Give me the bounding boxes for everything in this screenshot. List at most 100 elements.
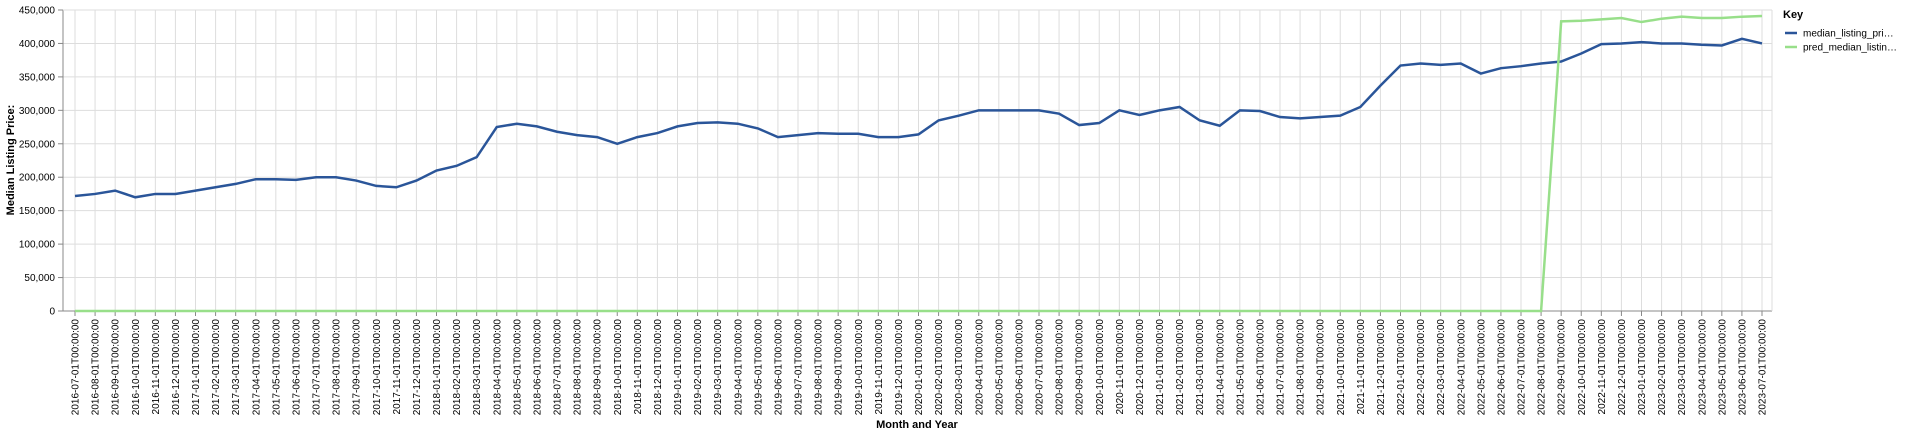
x-tick-label: 2020-05-01T00:00:00 xyxy=(994,319,1005,416)
x-tick-label: 2021-06-01T00:00:00 xyxy=(1255,319,1266,416)
x-tick-label: 2017-11-01T00:00:00 xyxy=(392,319,403,415)
x-tick-label: 2017-10-01T00:00:00 xyxy=(372,319,383,416)
x-tick-label: 2021-02-01T00:00:00 xyxy=(1175,319,1186,416)
y-tick-label: 300,000 xyxy=(19,106,56,117)
x-tick-label: 2020-08-01T00:00:00 xyxy=(1055,319,1066,416)
x-tick-label: 2019-05-01T00:00:00 xyxy=(753,319,764,416)
legend-label: pred_median_listin… xyxy=(1803,43,1897,54)
y-tick-label: 150,000 xyxy=(19,206,56,217)
x-tick-label: 2020-02-01T00:00:00 xyxy=(934,319,945,416)
x-tick-label: 2021-04-01T00:00:00 xyxy=(1215,319,1226,416)
y-tick-label: 200,000 xyxy=(19,173,56,184)
y-tick-label: 350,000 xyxy=(19,72,56,83)
x-tick-label: 2018-08-01T00:00:00 xyxy=(573,319,584,416)
x-axis-title: Month and Year xyxy=(876,419,958,431)
x-tick-label: 2022-10-01T00:00:00 xyxy=(1577,319,1588,416)
x-tick-label: 2017-04-01T00:00:00 xyxy=(251,319,262,416)
x-tick-label: 2021-01-01T00:00:00 xyxy=(1155,319,1166,416)
x-tick-label: 2021-11-01T00:00:00 xyxy=(1356,319,1367,415)
y-tick-label: 450,000 xyxy=(19,6,56,17)
x-tick-label: 2019-12-01T00:00:00 xyxy=(894,319,905,416)
x-tick-label: 2022-09-01T00:00:00 xyxy=(1557,319,1568,416)
x-tick-label: 2020-03-01T00:00:00 xyxy=(954,319,965,416)
x-tick-label: 2022-12-01T00:00:00 xyxy=(1617,319,1628,416)
x-tick-label: 2019-04-01T00:00:00 xyxy=(733,319,744,416)
x-tick-label: 2020-04-01T00:00:00 xyxy=(974,319,985,416)
x-tick-label: 2018-03-01T00:00:00 xyxy=(472,319,483,416)
x-tick-label: 2020-01-01T00:00:00 xyxy=(914,319,925,416)
x-tick-label: 2017-03-01T00:00:00 xyxy=(231,319,242,416)
x-tick-label: 2017-01-01T00:00:00 xyxy=(191,319,202,416)
x-tick-label: 2017-02-01T00:00:00 xyxy=(211,319,222,416)
x-tick-label: 2022-05-01T00:00:00 xyxy=(1476,319,1487,416)
x-tick-label: 2018-07-01T00:00:00 xyxy=(553,319,564,416)
x-tick-label: 2017-08-01T00:00:00 xyxy=(332,319,343,416)
x-tick-label: 2021-08-01T00:00:00 xyxy=(1296,319,1307,416)
series-line xyxy=(75,14,1763,313)
x-tick-label: 2019-08-01T00:00:00 xyxy=(814,319,825,416)
x-tick-label: 2023-07-01T00:00:00 xyxy=(1758,319,1769,416)
x-tick-label: 2016-12-01T00:00:00 xyxy=(171,319,182,416)
y-tick-label: 50,000 xyxy=(24,273,55,284)
x-tick-label: 2019-09-01T00:00:00 xyxy=(834,319,845,416)
x-tick-label: 2022-02-01T00:00:00 xyxy=(1416,319,1427,416)
x-tick-label: 2016-07-01T00:00:00 xyxy=(71,319,82,416)
series-line xyxy=(74,37,1763,199)
x-tick-label: 2020-12-01T00:00:00 xyxy=(1135,319,1146,416)
x-tick-label: 2021-10-01T00:00:00 xyxy=(1336,319,1347,416)
x-tick-label: 2018-09-01T00:00:00 xyxy=(593,319,604,416)
x-tick-label: 2018-01-01T00:00:00 xyxy=(432,319,443,416)
x-tick-label: 2019-07-01T00:00:00 xyxy=(794,319,805,416)
x-tick-label: 2017-12-01T00:00:00 xyxy=(412,319,423,416)
x-tick-label: 2023-06-01T00:00:00 xyxy=(1737,319,1748,416)
x-tick-label: 2021-07-01T00:00:00 xyxy=(1276,319,1287,416)
x-tick-label: 2021-05-01T00:00:00 xyxy=(1235,319,1246,416)
y-tick-label: 400,000 xyxy=(19,39,56,50)
x-tick-label: 2017-05-01T00:00:00 xyxy=(271,319,282,416)
x-tick-label: 2018-11-01T00:00:00 xyxy=(633,319,644,415)
x-tick-label: 2022-03-01T00:00:00 xyxy=(1436,319,1447,416)
y-tick-label: 0 xyxy=(49,307,55,318)
x-tick-label: 2019-03-01T00:00:00 xyxy=(713,319,724,416)
x-tick-label: 2018-06-01T00:00:00 xyxy=(532,319,543,416)
x-tick-label: 2022-11-01T00:00:00 xyxy=(1597,319,1608,415)
y-tick-label: 100,000 xyxy=(19,240,56,251)
x-tick-label: 2022-08-01T00:00:00 xyxy=(1537,319,1548,416)
y-axis-title: Median Listing Price: xyxy=(5,105,17,216)
x-tick-label: 2019-06-01T00:00:00 xyxy=(773,319,784,416)
x-tick-label: 2016-08-01T00:00:00 xyxy=(91,319,102,416)
x-tick-label: 2017-06-01T00:00:00 xyxy=(291,319,302,416)
x-tick-label: 2016-09-01T00:00:00 xyxy=(111,319,122,416)
x-tick-label: 2020-07-01T00:00:00 xyxy=(1035,319,1046,416)
x-tick-label: 2019-11-01T00:00:00 xyxy=(874,319,885,415)
y-tick-label: 250,000 xyxy=(19,139,56,150)
legend-title: Key xyxy=(1783,9,1804,21)
x-tick-label: 2023-03-01T00:00:00 xyxy=(1677,319,1688,416)
x-tick-label: 2020-09-01T00:00:00 xyxy=(1075,319,1086,416)
x-tick-label: 2016-11-01T00:00:00 xyxy=(151,319,162,415)
x-tick-label: 2022-07-01T00:00:00 xyxy=(1517,319,1528,416)
x-tick-label: 2023-05-01T00:00:00 xyxy=(1717,319,1728,416)
x-tick-label: 2020-10-01T00:00:00 xyxy=(1095,319,1106,416)
x-tick-label: 2019-02-01T00:00:00 xyxy=(693,319,704,416)
x-tick-label: 2018-02-01T00:00:00 xyxy=(452,319,463,416)
x-tick-label: 2022-01-01T00:00:00 xyxy=(1396,319,1407,416)
x-tick-label: 2018-05-01T00:00:00 xyxy=(512,319,523,416)
x-tick-label: 2022-06-01T00:00:00 xyxy=(1496,319,1507,416)
x-tick-label: 2023-04-01T00:00:00 xyxy=(1697,319,1708,416)
x-tick-label: 2016-10-01T00:00:00 xyxy=(131,319,142,416)
legend-label: median_listing_pri… xyxy=(1803,29,1894,40)
x-tick-label: 2019-10-01T00:00:00 xyxy=(854,319,865,416)
x-tick-label: 2019-01-01T00:00:00 xyxy=(673,319,684,416)
x-tick-label: 2017-09-01T00:00:00 xyxy=(352,319,363,416)
x-tick-label: 2021-03-01T00:00:00 xyxy=(1195,319,1206,416)
x-tick-label: 2023-02-01T00:00:00 xyxy=(1657,319,1668,416)
x-tick-label: 2021-12-01T00:00:00 xyxy=(1376,319,1387,416)
x-tick-label: 2021-09-01T00:00:00 xyxy=(1316,319,1327,416)
x-tick-label: 2020-11-01T00:00:00 xyxy=(1115,319,1126,415)
x-tick-label: 2018-12-01T00:00:00 xyxy=(653,319,664,416)
x-tick-label: 2022-04-01T00:00:00 xyxy=(1456,319,1467,416)
x-tick-label: 2020-06-01T00:00:00 xyxy=(1014,319,1025,416)
x-tick-label: 2018-10-01T00:00:00 xyxy=(613,319,624,416)
